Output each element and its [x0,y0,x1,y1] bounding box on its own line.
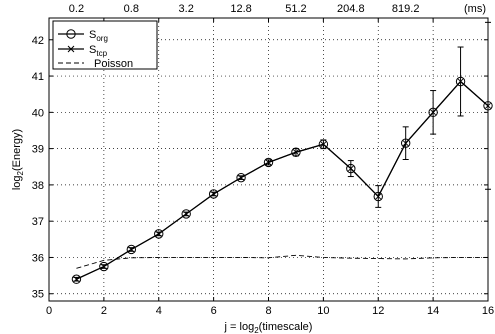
data-point-s-org [154,229,164,239]
data-point-s-org [428,107,438,118]
data-point-s-tcp [101,263,107,270]
top-axis-unit: (ms) [464,3,486,15]
data-point-s-tcp [73,276,80,283]
legend-marker-circle [66,29,76,39]
x-tick-label: 4 [156,305,162,317]
series-line-s-org [76,80,489,280]
y-axis-label: log2(Energy) [11,129,25,190]
data-point-s-org [318,139,329,149]
data-point-s-tcp [402,140,409,146]
x-tick-label: 16 [482,305,494,317]
y-tick-label: 39 [32,144,44,156]
data-point-s-tcp [320,141,327,148]
data-point-s-tcp [265,159,272,166]
top-tick-label: 51.2 [285,3,306,15]
y-tick-label: 41 [32,71,44,83]
data-point-s-tcp [238,174,244,181]
top-tick-label: 0.8 [124,3,139,15]
data-point-s-tcp [293,149,299,156]
data-point-s-org [126,244,137,255]
data-point-s-org [236,172,246,183]
legend-marker-x [67,45,75,53]
x-tick-label: 10 [317,305,329,317]
legend-label-s-org: Sorg [89,29,108,43]
data-point-s-org [373,191,383,202]
data-point-s-org [455,76,466,87]
legend: Sorg Stcp Poisson [52,20,158,70]
legend-label-poisson: Poisson [94,58,133,70]
y-tick-label: 38 [32,180,44,192]
data-point-s-tcp [457,78,464,85]
x-tick-label: 6 [211,305,217,317]
data-point-s-tcp [430,109,436,116]
series-line-poisson [76,254,488,269]
y-tick-label: 37 [32,216,44,228]
y-tick-label: 35 [32,289,44,301]
data-point-s-tcp [183,211,190,217]
x-axis-label: j = log2(timescale) [224,321,313,334]
x-tick-label: 0 [46,305,52,317]
top-tick-label: 0.2 [69,3,84,15]
data-point-s-tcp [347,165,354,172]
legend-label-s-tcp: Stcp [89,44,108,58]
x-tick-label: 12 [372,305,384,317]
legend-box [52,20,158,70]
data-point-s-org [181,209,191,219]
y-tick-label: 42 [32,35,44,47]
x-tick-label: 14 [427,305,439,317]
top-tick-label: 204.8 [337,3,365,15]
data-point-s-org [208,189,219,199]
tick-layer: 0 2 4 6 8 10 12 14 16 35 36 37 38 39 40 41 42 0.2 0.8 3.2 12… [32,3,494,317]
data-point-s-tcp [155,231,162,237]
data-point-s-org [99,261,109,272]
data-point-s-org [71,274,82,284]
data-point-s-tcp [375,193,382,200]
y-tick-label: 40 [32,107,44,119]
data-point-s-tcp [210,191,217,197]
top-tick-label: 3.2 [179,3,194,15]
data-point-s-org [263,157,274,168]
x-tick-label: 8 [265,305,271,317]
data-point-s-org [291,147,301,157]
top-tick-label: 819.2 [392,3,420,15]
x-tick-label: 2 [101,305,107,317]
data-point-s-tcp [128,246,135,253]
y-tick-label: 36 [32,252,44,264]
data-point-s-org [400,138,411,148]
top-tick-label: 12.8 [230,3,251,15]
data-point-s-org [346,163,356,174]
